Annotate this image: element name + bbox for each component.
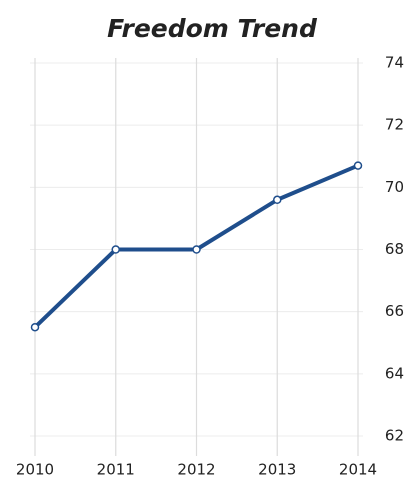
y-tick-label: 66 [385,302,404,320]
y-tick-label: 70 [385,178,404,196]
chart-title: Freedom Trend [107,14,318,43]
y-tick-label: 68 [385,240,404,258]
y-tick-label: 72 [385,116,404,134]
x-tick-label: 2010 [16,461,54,479]
point [192,245,201,254]
point [273,195,282,205]
y-tick-label: 64 [385,364,404,382]
y-tick-label: 62 [385,427,404,445]
point [30,322,40,332]
x-tick-label: 2011 [97,461,135,479]
x-tick-label: 2012 [177,461,215,479]
point [353,161,363,170]
point [111,245,120,254]
x-tick-label: 2013 [258,461,296,479]
y-tick-label: 74 [385,54,404,72]
x-tick-label: 2014 [339,461,377,479]
